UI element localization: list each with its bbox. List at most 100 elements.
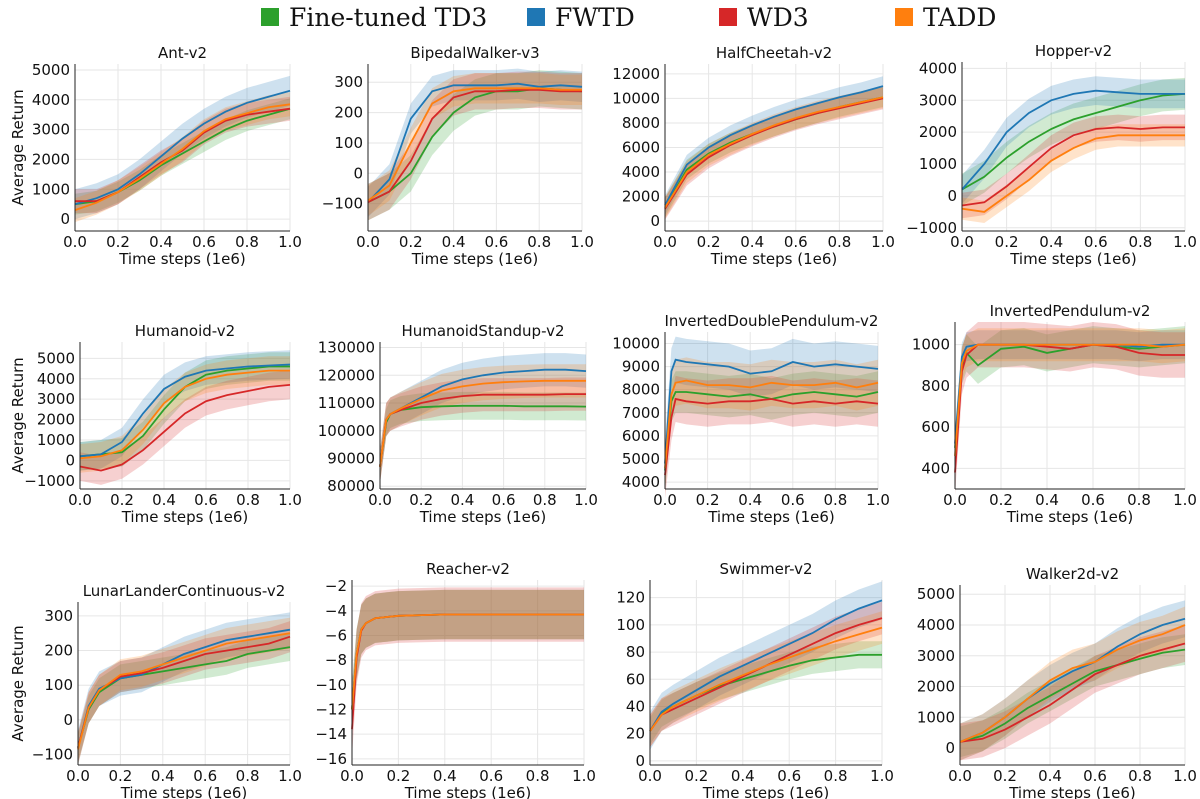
x-tick-label: 0.4 bbox=[738, 491, 762, 509]
series-line-tadd bbox=[77, 632, 291, 750]
chart-humanoidstandup-v2: 0.0 0.2 0.4 0.6 0.8 1.0 80000 90000 100000 110000… bbox=[318, 322, 598, 526]
y-tick-label: 2000 bbox=[37, 411, 75, 429]
band-fine-tuned-td3 bbox=[380, 391, 586, 481]
x-tick-label: 0.2 bbox=[409, 491, 433, 509]
x-axis-label: Time steps (1e6) bbox=[1006, 508, 1134, 526]
series-line-fine-tuned-td3 bbox=[961, 93, 1186, 191]
band-tadd bbox=[352, 589, 584, 735]
band-fine-tuned-td3 bbox=[650, 641, 882, 745]
x-tick-label: 0.8 bbox=[1127, 491, 1151, 509]
y-tick-label: 1000 bbox=[919, 155, 957, 173]
x-tick-label: 0.4 bbox=[151, 767, 175, 785]
x-tick-label: 1.0 bbox=[1173, 491, 1197, 509]
series-line-fwtd bbox=[664, 358, 879, 464]
band-tadd bbox=[962, 124, 1185, 223]
y-tick-label: 8000 bbox=[622, 381, 660, 399]
series-line-fwtd bbox=[649, 599, 883, 732]
series-line-wd3 bbox=[954, 343, 1185, 473]
x-tick-label: 0.8 bbox=[1128, 767, 1152, 785]
x-tick-label: 0.0 bbox=[653, 233, 677, 251]
y-tick-label: 3000 bbox=[32, 121, 70, 139]
x-tick-label: 0.4 bbox=[442, 233, 466, 251]
x-tick-label: 0.8 bbox=[235, 233, 259, 251]
legend-swatch bbox=[527, 8, 545, 26]
y-tick-label: 3000 bbox=[919, 91, 957, 109]
x-tick-label: 0.2 bbox=[386, 767, 410, 785]
y-tick-label: 4000 bbox=[622, 473, 660, 491]
x-tick-label: 0.6 bbox=[781, 491, 805, 509]
x-tick-label: 0.0 bbox=[340, 767, 364, 785]
series-line-wd3 bbox=[79, 384, 291, 472]
x-tick-label: 0.4 bbox=[1035, 491, 1059, 509]
x-tick-label: 0.8 bbox=[527, 233, 551, 251]
legend: Fine-tuned TD3 FWTD WD3 TADD bbox=[0, 0, 1200, 34]
chart-title: Walker2d-v2 bbox=[1026, 565, 1119, 583]
x-tick-label: 0.6 bbox=[192, 233, 216, 251]
band-wd3 bbox=[960, 625, 1185, 761]
y-tick-label: 5000 bbox=[622, 450, 660, 468]
x-tick-label: 0.0 bbox=[948, 767, 972, 785]
y-tick-label: 1000 bbox=[37, 431, 75, 449]
x-tick-label: 0.2 bbox=[110, 491, 134, 509]
x-tick-label: 1.0 bbox=[570, 233, 594, 251]
y-tick-label: −100 bbox=[32, 746, 73, 764]
y-tick-label: −1000 bbox=[24, 472, 75, 490]
legend-label: Fine-tuned TD3 bbox=[289, 2, 488, 32]
y-tick-label: 0 bbox=[353, 164, 363, 182]
band-wd3 bbox=[665, 375, 878, 499]
x-tick-label: 0.6 bbox=[1081, 491, 1105, 509]
y-tick-label: 7000 bbox=[622, 404, 660, 422]
x-tick-label: 0.6 bbox=[484, 233, 508, 251]
x-tick-label: 0.0 bbox=[66, 767, 90, 785]
x-tick-label: 1.0 bbox=[866, 491, 890, 509]
chart-reacher-v2: 0.0 0.2 0.4 0.6 0.8 1.0 −16 −14 −12 −10 −8 −6 −4 −2 Re… bbox=[315, 560, 596, 799]
chart-humanoid-v2: 0.0 0.2 0.4 0.6 0.8 1.0 −1000 0 1000 2000 3000 4000… bbox=[9, 322, 302, 526]
chart-title: LunarLanderContinuous-v2 bbox=[83, 582, 286, 600]
series-line-tadd bbox=[379, 379, 586, 467]
y-tick-label: 130000 bbox=[318, 339, 375, 357]
y-tick-label: 2000 bbox=[32, 150, 70, 168]
x-tick-label: 0.6 bbox=[777, 767, 801, 785]
y-tick-label: 200 bbox=[44, 642, 73, 660]
y-axis-label: Average Return bbox=[9, 357, 27, 473]
chart-title: Hopper-v2 bbox=[1035, 42, 1112, 60]
x-tick-label: 1.0 bbox=[278, 491, 302, 509]
legend-label: WD3 bbox=[747, 2, 809, 32]
series-line-tadd bbox=[649, 626, 883, 732]
chart-title: HalfCheetah-v2 bbox=[716, 44, 832, 62]
x-tick-label: 0.6 bbox=[1084, 233, 1108, 251]
x-tick-label: 0.4 bbox=[433, 767, 457, 785]
y-tick-label: 120 bbox=[616, 589, 645, 607]
x-tick-label: 0.6 bbox=[492, 491, 516, 509]
chart-hopper-v2: 0.0 0.2 0.4 0.6 0.8 1.0 −1000 0 1000 2000 3000 4000… bbox=[906, 42, 1197, 268]
series-line-wd3 bbox=[664, 397, 879, 476]
band-tadd bbox=[380, 364, 586, 484]
y-tick-label: 80000 bbox=[327, 477, 375, 495]
x-tick-label: 0.0 bbox=[943, 491, 967, 509]
series-line-tadd bbox=[79, 369, 290, 460]
y-tick-label: 1000 bbox=[912, 336, 950, 354]
y-tick-label: 3000 bbox=[37, 390, 75, 408]
y-tick-label: −100 bbox=[322, 195, 363, 213]
series-line-fwtd bbox=[79, 363, 291, 458]
x-tick-label: 0.8 bbox=[526, 767, 550, 785]
x-tick-label: 0.6 bbox=[194, 491, 218, 509]
y-tick-label: 8000 bbox=[622, 114, 660, 132]
band-fwtd bbox=[665, 76, 883, 215]
x-tick-label: 0.8 bbox=[824, 767, 848, 785]
series-line-fwtd bbox=[74, 89, 291, 206]
chart-halfcheetah-v2: 0.0 0.2 0.4 0.6 0.8 1.0 0 2000 4000 6000 8000 10000… bbox=[612, 44, 895, 268]
y-tick-label: 4000 bbox=[919, 59, 957, 77]
chart-ant-v2: 0.0 0.2 0.4 0.6 0.8 1.0 0 1000 2000 3000 4000 5000 A… bbox=[9, 44, 302, 268]
y-tick-label: 2000 bbox=[622, 188, 660, 206]
chart-bipedalwalker-v3: 0.0 0.2 0.4 0.6 0.8 1.0 −100 0 100 200 300 BipedalW… bbox=[322, 44, 594, 268]
x-tick-label: 1.0 bbox=[278, 767, 302, 785]
y-tick-label: 4000 bbox=[622, 163, 660, 181]
band-wd3 bbox=[955, 322, 1185, 496]
band-fwtd bbox=[380, 353, 586, 484]
x-tick-label: 1.0 bbox=[572, 767, 596, 785]
chart-title: HumanoidStandup-v2 bbox=[401, 322, 564, 340]
y-tick-label: 3000 bbox=[917, 647, 955, 665]
y-tick-label: −14 bbox=[315, 725, 347, 743]
legend-item-fwtd: FWTD bbox=[527, 3, 635, 32]
